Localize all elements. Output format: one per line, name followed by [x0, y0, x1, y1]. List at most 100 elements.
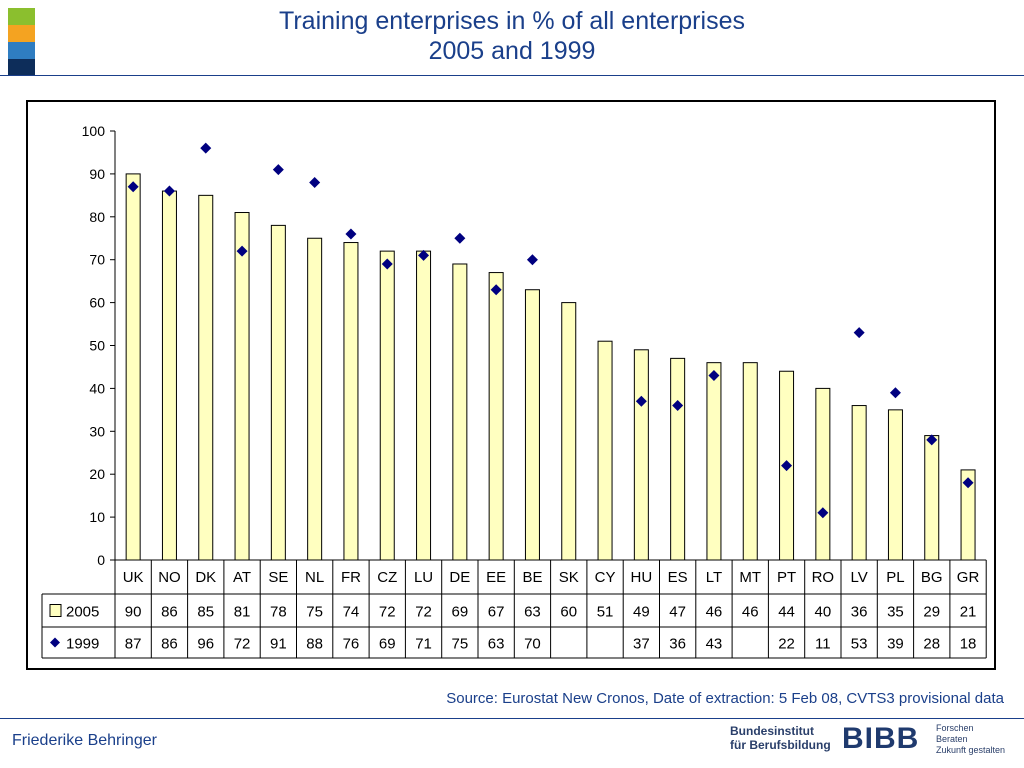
data-label-2005: 29 [923, 604, 940, 621]
data-label-2005: 49 [633, 604, 650, 621]
data-label-2005: 36 [851, 604, 868, 621]
data-label-2005: 51 [597, 604, 614, 621]
x-tick-label: GR [957, 569, 980, 586]
x-tick-label: UK [123, 569, 144, 586]
bar-2005 [633, 349, 649, 561]
bar-2005 [488, 272, 504, 561]
marker-1999 [418, 249, 430, 261]
data-label-2005: 67 [488, 604, 505, 621]
x-tick-label: MT [739, 569, 761, 586]
marker-1999 [962, 477, 974, 489]
bar-2005 [161, 190, 177, 561]
data-label-2005: 75 [306, 604, 323, 621]
marker-1999 [708, 370, 720, 382]
x-tick-label: AT [233, 569, 251, 586]
marker-1999 [781, 460, 793, 472]
marker-1999 [345, 228, 357, 240]
data-label-1999: 69 [379, 636, 396, 653]
data-label-1999: 53 [851, 636, 868, 653]
data-label-1999: 72 [234, 636, 251, 653]
bar-2005 [670, 357, 686, 561]
data-label-2005: 35 [887, 604, 904, 621]
marker-1999 [127, 181, 139, 193]
bar-2005 [815, 387, 831, 561]
legend-label-1999: 1999 [66, 636, 99, 653]
x-tick-label: CY [595, 569, 616, 586]
logo-block-blue [8, 42, 35, 59]
data-label-1999: 91 [270, 636, 287, 653]
legend-swatch-1999 [50, 637, 60, 648]
data-label-1999: 71 [415, 636, 432, 653]
data-label-2005: 60 [560, 604, 577, 621]
x-tick-label: DK [195, 569, 216, 586]
data-label-1999: 18 [960, 636, 977, 653]
marker-1999 [272, 164, 284, 176]
marker-1999 [490, 284, 502, 296]
x-tick-label: SE [268, 569, 288, 586]
y-tick-label: 0 [97, 552, 105, 568]
data-label-1999: 87 [125, 636, 142, 653]
x-tick-label: DE [449, 569, 470, 586]
x-tick-label: FR [341, 569, 361, 586]
bar-2005 [234, 212, 250, 561]
org-name-line-1: Bundesinstitut [730, 724, 814, 738]
marker-1999 [200, 142, 212, 154]
title-line-2: 2005 and 1999 [428, 37, 596, 65]
marker-1999 [309, 176, 321, 188]
x-tick-label: LV [851, 569, 868, 586]
y-tick-label: 10 [89, 509, 105, 525]
org-name-line-2: für Berufsbildung [730, 738, 831, 752]
org-name: Bundesinstitut für Berufsbildung [730, 724, 831, 752]
bar-2005 [343, 242, 359, 561]
bar-2005 [452, 263, 468, 561]
page-title: Training enterprises in % of all enterpr… [0, 6, 1024, 66]
header-divider [0, 75, 1024, 76]
data-label-2005: 72 [379, 604, 396, 621]
tagline-2: Beraten [936, 734, 968, 744]
y-tick-label: 30 [89, 423, 105, 439]
data-label-1999: 11 [815, 636, 831, 653]
y-tick-label: 70 [89, 252, 105, 268]
bar-2005 [379, 250, 395, 561]
x-tick-label: PT [777, 569, 796, 586]
x-tick-label: NL [305, 569, 324, 586]
data-label-2005: 78 [270, 604, 287, 621]
footer-divider [0, 718, 1024, 719]
legend-label-2005: 2005 [66, 604, 99, 621]
marker-1999 [817, 507, 829, 519]
bar-2005 [561, 302, 577, 561]
data-label-2005: 81 [234, 604, 251, 621]
data-label-2005: 86 [161, 604, 178, 621]
y-tick-label: 20 [89, 466, 105, 482]
marker-1999 [526, 254, 538, 266]
y-tick-label: 100 [82, 123, 106, 139]
title-line-1: Training enterprises in % of all enterpr… [279, 7, 745, 35]
marker-1999 [454, 232, 466, 244]
x-tick-label: EE [486, 569, 506, 586]
org-tagline: Forschen Beraten Zukunft gestalten [936, 723, 1005, 756]
legend-swatch-2005 [49, 604, 62, 617]
bar-2005 [851, 405, 867, 561]
data-label-2005: 46 [706, 604, 723, 621]
marker-1999 [853, 327, 865, 339]
bar-2005 [125, 173, 141, 561]
x-tick-label: LT [706, 569, 722, 586]
x-tick-label: LU [414, 569, 433, 586]
data-label-2005: 63 [524, 604, 541, 621]
data-label-2005: 69 [452, 604, 469, 621]
data-label-1999: 88 [306, 636, 323, 653]
data-label-2005: 40 [815, 604, 832, 621]
logo-block-orange [8, 25, 35, 42]
data-label-1999: 36 [669, 636, 686, 653]
org-abbr: BIBB [842, 722, 920, 755]
source-note: Source: Eurostat New Cronos, Date of ext… [446, 690, 1004, 707]
bar-2005 [307, 237, 323, 561]
data-label-2005: 47 [669, 604, 686, 621]
data-label-2005: 72 [415, 604, 432, 621]
data-label-1999: 28 [923, 636, 940, 653]
x-tick-label: BE [522, 569, 542, 586]
data-label-1999: 76 [343, 636, 360, 653]
x-tick-label: NO [158, 569, 181, 586]
data-label-2005: 90 [125, 604, 142, 621]
